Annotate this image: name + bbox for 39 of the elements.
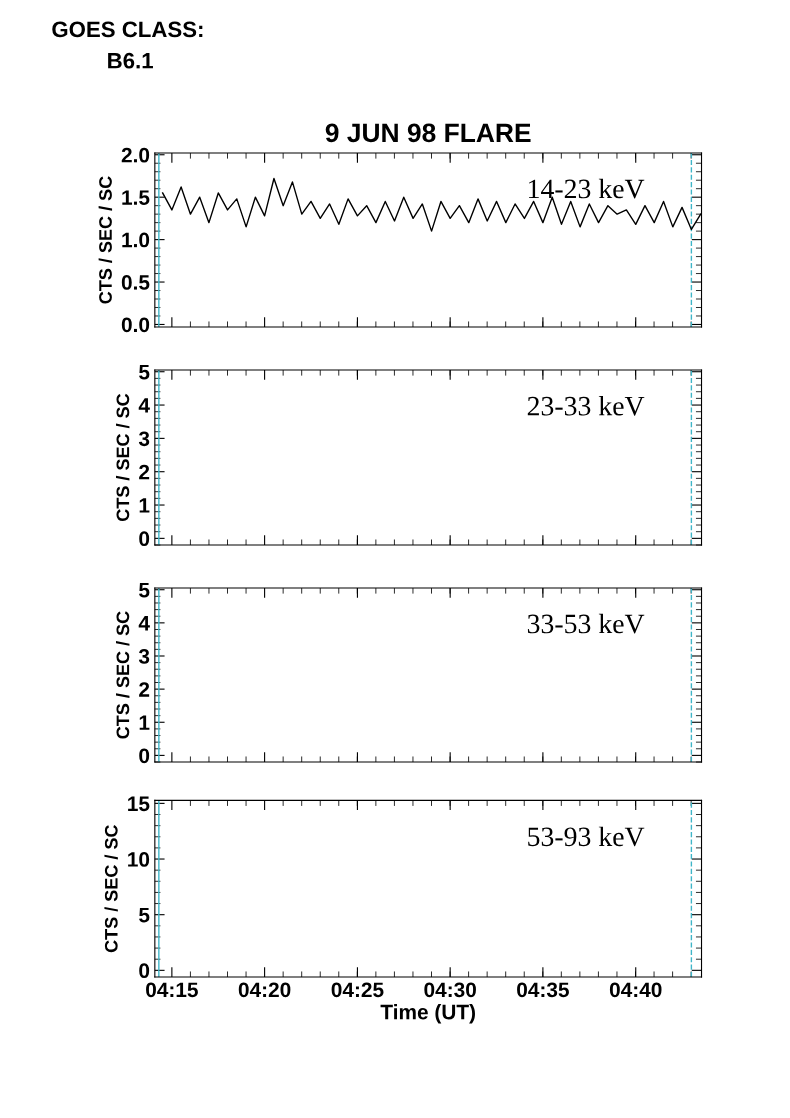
- y-tick-label: 15: [128, 796, 150, 812]
- y-axis-title: CTS / SEC / SC: [104, 824, 118, 953]
- annotation: 23-33 keV: [527, 395, 645, 416]
- annotation: 14-23 keV: [529, 178, 645, 199]
- y-tick-label: 2.0: [121, 147, 150, 163]
- y-tick-label: 0: [139, 963, 150, 979]
- y-tick-label: 0: [139, 748, 150, 764]
- y-tick-label: 1: [139, 715, 150, 730]
- x-tick-label: 04:40: [609, 982, 662, 998]
- annotation: 33-53 keV: [527, 613, 645, 634]
- y-tick-label: 1.5: [122, 190, 150, 205]
- x-tick-label: 04:25: [331, 982, 384, 998]
- y-tick-label: 4: [138, 398, 150, 413]
- x-tick-label: 04:30: [424, 982, 476, 998]
- y-axis-title: CTS / SEC / SC: [98, 176, 113, 304]
- x-axis-title: Time (UT): [380, 1004, 475, 1024]
- annotation: 53-93 keV: [528, 826, 645, 847]
- y-tick-label: 5: [139, 364, 150, 380]
- y-tick-label: 0.5: [121, 275, 150, 290]
- x-tick-label: 04:35: [517, 982, 569, 998]
- y-tick-label: 3: [138, 649, 150, 664]
- y-tick-label: 1: [139, 498, 150, 513]
- y-tick-label: 0.0: [121, 317, 150, 333]
- text: GOES CLASS:: [52, 21, 203, 38]
- y-tick-label: 2: [139, 464, 150, 480]
- y-tick-label: 1.0: [122, 232, 150, 248]
- text: B6.1: [108, 52, 153, 69]
- x-tick-label: 04:20: [238, 982, 291, 998]
- y-tick-label: 4: [138, 616, 150, 631]
- y-tick-label: 2: [139, 682, 150, 697]
- x-tick-label: 04:15: [146, 982, 198, 998]
- y-tick-label: 5: [139, 907, 150, 923]
- y-tick-label: 0: [139, 531, 150, 547]
- chart-title: 9 JUN 98 FLARE: [325, 123, 531, 143]
- y-tick-label: 5: [139, 582, 150, 598]
- y-axis-title: CTS / SEC / SC: [116, 611, 130, 739]
- y-tick-label: 3: [138, 431, 150, 447]
- y-axis-title: CTS / SEC / SC: [116, 393, 130, 522]
- y-tick-label: 10: [128, 852, 150, 867]
